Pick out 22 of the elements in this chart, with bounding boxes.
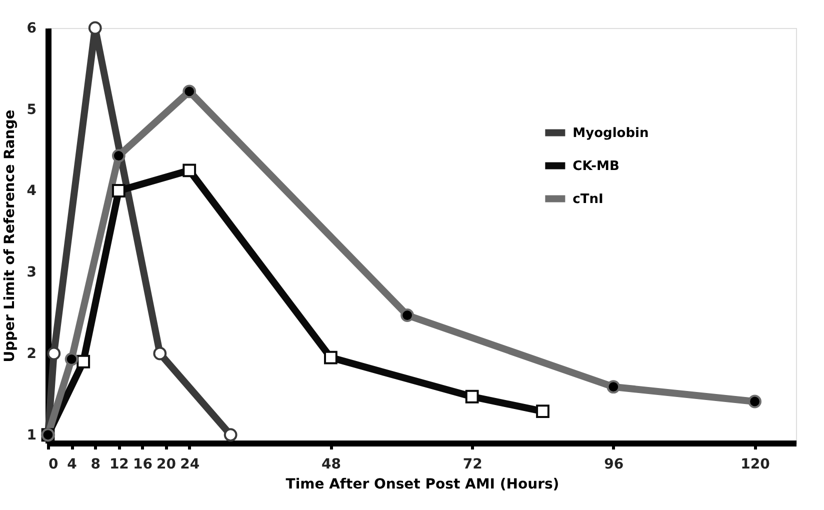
legend-label: CK-MB [572, 158, 620, 174]
y-tick-label: 6 [26, 20, 36, 36]
y-tick-label: 1 [26, 427, 36, 444]
x-tick-label: 4 [67, 456, 78, 472]
x-tick-label: 20 [156, 456, 176, 472]
y-tick-label: 3 [26, 264, 36, 281]
x-tick-label: 0 [48, 456, 58, 472]
x-tick-label: 96 [604, 456, 624, 472]
x-axis-title: Time After Onset Post AMI (Hours) [286, 476, 560, 492]
x-tick-label: 24 [180, 456, 200, 472]
x-tick-label: 48 [321, 456, 341, 472]
y-axis-title: Upper Limit of Reference Range [2, 110, 18, 362]
x-tick-label: 72 [462, 456, 482, 472]
legend-label: Myoglobin [572, 126, 649, 141]
x-tick-label: 12 [109, 456, 129, 472]
y-tick-label: 4 [26, 183, 37, 200]
x-tick-label: 8 [90, 456, 100, 472]
x-tick-label: 120 [740, 456, 770, 472]
legend-label: cTnI [572, 192, 604, 207]
y-tick-label: 2 [26, 346, 36, 362]
y-tick-label: 5 [26, 102, 36, 118]
x-tick-label: 16 [132, 456, 152, 472]
